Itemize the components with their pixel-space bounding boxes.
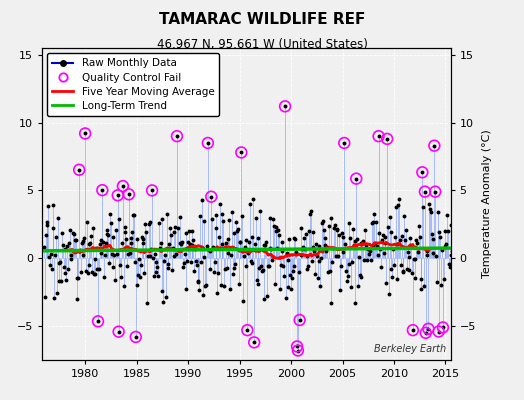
Text: Berkeley Earth: Berkeley Earth	[375, 344, 446, 354]
Text: 46.967 N, 95.661 W (United States): 46.967 N, 95.661 W (United States)	[157, 38, 367, 51]
Point	[75, 166, 83, 173]
Point	[114, 328, 123, 335]
Point	[81, 130, 90, 137]
Point	[418, 169, 427, 176]
Point	[383, 136, 391, 142]
Point	[98, 187, 106, 193]
Point	[207, 194, 215, 200]
Point	[340, 140, 348, 146]
Point	[243, 327, 252, 333]
Point	[204, 140, 212, 146]
Point	[434, 328, 443, 335]
Point	[421, 188, 429, 195]
Point	[374, 133, 383, 139]
Point	[409, 327, 417, 333]
Point	[173, 133, 181, 139]
Point	[424, 326, 432, 332]
Point	[293, 343, 301, 350]
Point	[125, 191, 133, 198]
Y-axis label: Temperature Anomaly (°C): Temperature Anomaly (°C)	[482, 130, 492, 278]
Point	[114, 192, 122, 198]
Point	[296, 317, 304, 323]
Point	[148, 187, 156, 194]
Point	[439, 324, 447, 331]
Point	[237, 149, 246, 156]
Point	[294, 347, 302, 354]
Point	[119, 183, 127, 189]
Point	[132, 334, 140, 340]
Legend: Raw Monthly Data, Quality Control Fail, Five Year Moving Average, Long-Term Tren: Raw Monthly Data, Quality Control Fail, …	[47, 53, 220, 116]
Point	[250, 339, 258, 346]
Text: TAMARAC WILDLIFE REF: TAMARAC WILDLIFE REF	[159, 12, 365, 27]
Point	[431, 188, 440, 195]
Point	[430, 142, 439, 149]
Point	[94, 318, 102, 324]
Point	[281, 103, 289, 110]
Point	[352, 176, 361, 182]
Point	[422, 330, 430, 336]
